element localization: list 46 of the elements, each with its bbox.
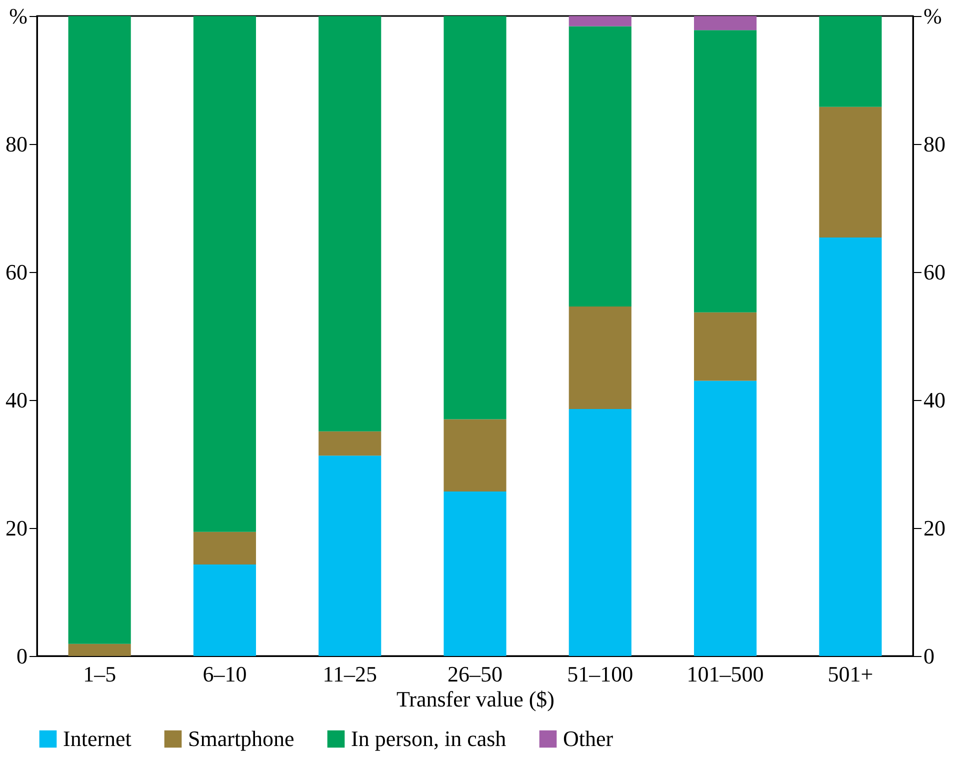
bar [193,564,256,656]
bar [318,16,382,432]
bar [694,16,757,30]
y2-tick-label: 80 [924,132,946,156]
bar [694,312,757,381]
x-tick-label: 26–50 [448,662,502,686]
legend-label: Internet [63,726,132,751]
legend-label: Other [563,726,614,751]
y2-tick-label: 0 [924,644,934,668]
bar [819,16,882,107]
y-tick-label: 80 [6,132,28,156]
y2-tick-label: % [924,4,942,28]
bar [819,106,882,238]
y-tick-label: % [9,4,28,28]
bar [68,16,131,644]
y-tick-label: 20 [6,516,28,540]
bar [444,492,506,656]
legend-label: In person, in cash [351,726,506,751]
bar [568,26,632,307]
bar [193,16,256,532]
bar [694,30,757,312]
x-axis-title: Transfer value ($) [396,686,555,712]
bar [318,456,382,656]
y2-tick-label: 20 [924,516,946,540]
bar [193,532,256,564]
bar [318,431,382,456]
bar [68,644,131,656]
bar [444,419,506,492]
x-tick-label: 1–5 [83,662,116,686]
legend-label: Smartphone [188,726,294,751]
x-tick-label: 51–100 [567,662,634,686]
bar [568,16,632,26]
bar [568,408,632,656]
bar [694,380,757,656]
bar [819,237,882,656]
bar [444,16,506,420]
x-tick-label: 6–10 [202,662,247,686]
y-tick-label: 40 [6,388,28,412]
y2-tick-label: 60 [924,260,946,284]
y2-tick-label: 40 [924,388,946,412]
x-tick-label: 11–25 [322,662,377,686]
x-tick-label: 101–500 [686,662,764,686]
bar [568,306,632,409]
y-tick-label: 0 [16,644,28,668]
x-tick-label: 501+ [828,662,874,686]
y-tick-label: 60 [6,260,28,284]
